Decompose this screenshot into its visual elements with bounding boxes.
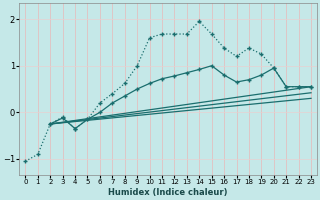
X-axis label: Humidex (Indice chaleur): Humidex (Indice chaleur) — [108, 188, 228, 197]
